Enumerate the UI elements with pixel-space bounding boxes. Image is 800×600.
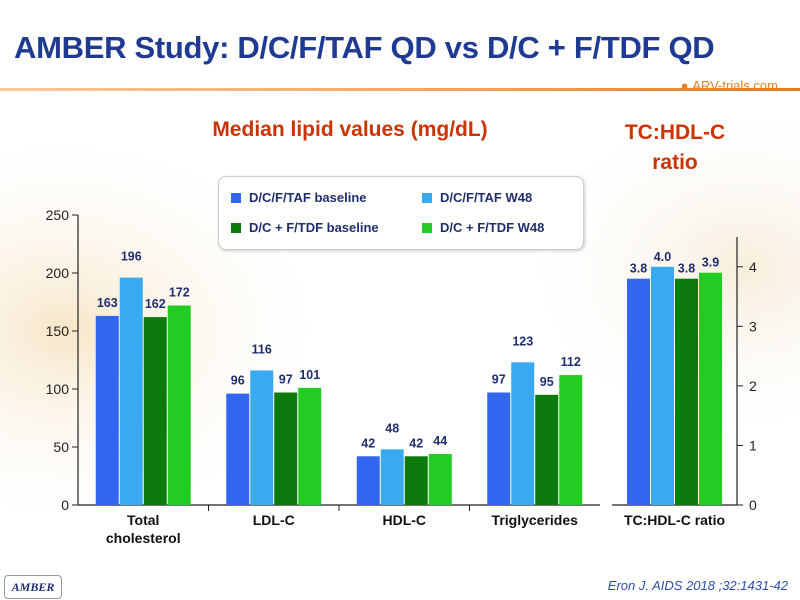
x-tick-label: Total cholesterol	[106, 512, 181, 546]
ratio-y-tick-label: 3	[749, 318, 757, 334]
lipid-chart-title: Median lipid values (mg/dL)	[212, 118, 488, 141]
data-label: 172	[169, 285, 190, 299]
ratio-chart-title: TC:HDL-C ratio	[624, 121, 726, 174]
bar	[535, 394, 559, 505]
legend-label: D/C + F/TDF baseline	[249, 220, 379, 235]
ratio-y-tick-label: 2	[749, 378, 757, 394]
x-tick-label: HDL-C	[382, 512, 426, 528]
y-tick-label: 150	[46, 323, 70, 339]
ratio-data-label: 3.8	[678, 262, 695, 276]
bar	[250, 370, 274, 505]
x-tick-label: Triglycerides	[492, 512, 579, 528]
page-title: AMBER Study: D/C/F/TAF QD vs D/C + F/TDF…	[14, 30, 715, 65]
data-label: 97	[279, 372, 293, 386]
bar	[119, 277, 143, 505]
legend-label: D/C + F/TDF W48	[440, 220, 545, 235]
brand-logo: ● ARV-trials.com	[681, 78, 778, 93]
legend-label: D/C/F/TAF W48	[440, 190, 533, 205]
ratio-bar	[627, 278, 650, 505]
data-label: 163	[97, 296, 118, 310]
bar	[298, 387, 322, 505]
legend-swatch	[231, 222, 241, 233]
y-tick-label: 250	[46, 207, 70, 223]
data-label: 116	[252, 342, 272, 356]
bar	[487, 392, 511, 505]
y-tick-label: 0	[61, 497, 69, 513]
legend-swatch	[422, 222, 432, 233]
ratio-y-tick-label: 4	[749, 259, 757, 275]
data-label: 101	[299, 368, 320, 382]
data-label: 112	[561, 355, 581, 369]
study-badge: AMBER	[4, 575, 62, 599]
legend-item: D/C/F/TAF W48	[422, 190, 532, 205]
legend-item: D/C + F/TDF baseline	[231, 220, 379, 235]
bar	[356, 456, 380, 505]
ratio-bar	[675, 278, 698, 505]
bar	[167, 305, 191, 505]
data-label: 162	[145, 297, 166, 311]
data-label: 44	[433, 434, 447, 448]
y-tick-label: 200	[46, 265, 70, 281]
ratio-bar	[651, 266, 674, 505]
bar	[404, 456, 428, 505]
bar	[511, 362, 535, 505]
data-label: 95	[540, 375, 554, 389]
bar	[226, 393, 250, 505]
title-rule	[0, 88, 800, 91]
data-label: 48	[385, 421, 399, 435]
bar	[274, 392, 298, 505]
ratio-y-tick-label: 1	[749, 437, 757, 453]
ratio-data-label: 3.8	[630, 262, 647, 276]
ratio-data-label: 4.0	[654, 250, 671, 264]
legend-item: D/C/F/TAF baseline	[231, 190, 367, 205]
legend-item: D/C + F/TDF W48	[422, 220, 544, 235]
chart-legend: D/C/F/TAF baseline D/C/F/TAF W48 D/C + F…	[218, 176, 584, 250]
ratio-data-label: 3.9	[702, 256, 719, 270]
bar	[380, 449, 404, 505]
y-tick-label: 50	[53, 439, 69, 455]
bar	[559, 375, 583, 505]
legend-swatch	[422, 192, 432, 203]
x-tick-label: LDL-C	[253, 512, 295, 528]
ratio-y-tick-label: 0	[749, 497, 757, 513]
data-label: 97	[492, 372, 506, 386]
ratio-bar	[699, 272, 722, 505]
bar	[428, 453, 452, 505]
data-label: 123	[512, 334, 533, 348]
bar	[95, 315, 119, 505]
data-label: 196	[121, 250, 142, 264]
legend-label: D/C/F/TAF baseline	[249, 190, 367, 205]
data-label: 42	[409, 436, 423, 450]
citation: Eron J. AIDS 2018 ;32:1431-42	[607, 578, 788, 593]
data-label: 96	[231, 374, 245, 388]
legend-swatch	[231, 192, 241, 203]
bar	[143, 317, 167, 505]
brand-text: ARV-trials.com	[692, 78, 778, 93]
brand-dot-icon: ●	[680, 78, 693, 93]
y-tick-label: 100	[46, 381, 70, 397]
ratio-x-tick-label: TC:HDL-C ratio	[624, 512, 725, 528]
data-label: 42	[361, 436, 375, 450]
